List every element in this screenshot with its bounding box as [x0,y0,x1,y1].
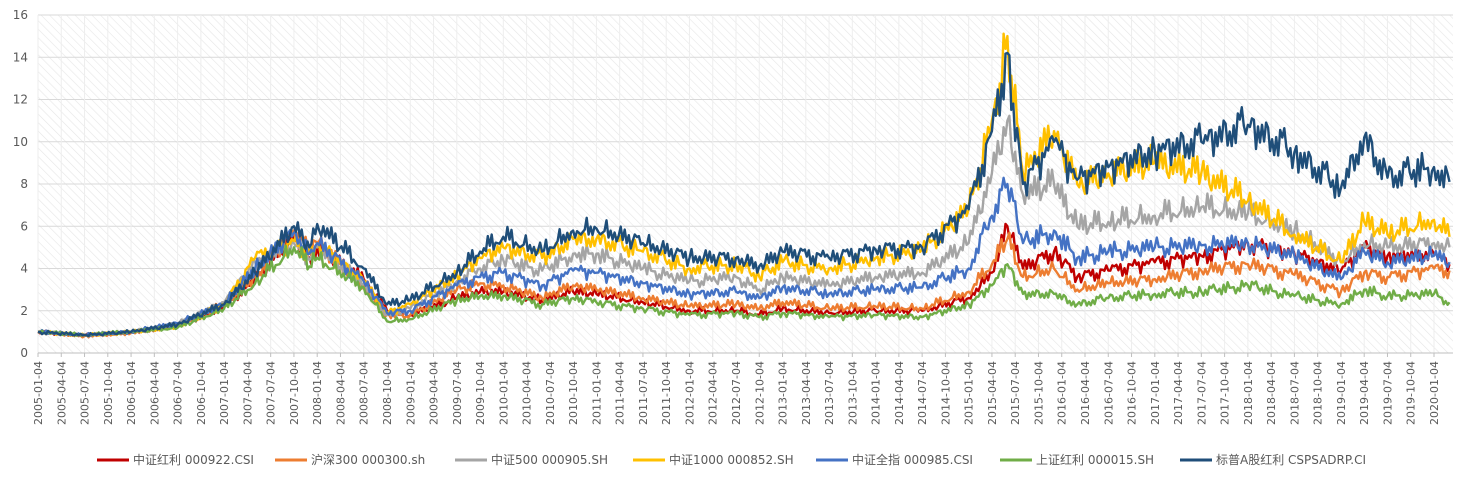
x-tick-label: 2019-07-04 [1381,361,1394,425]
y-tick-label: 6 [20,219,28,233]
y-tick-label: 12 [13,93,28,107]
legend-label: 标普A股红利 CSPSADRP.CI [1216,452,1366,467]
x-tick-label: 2009-10-04 [474,361,487,425]
x-tick-label: 2018-07-04 [1288,361,1301,425]
x-tick-label: 2017-07-04 [1195,361,1208,425]
x-tick-label: 2017-04-04 [1172,361,1185,425]
x-tick-label: 2018-01-04 [1242,361,1255,425]
legend: 中证红利 000922.CSI 沪深300 000300.sh 中证500 0009… [97,452,1366,467]
x-tick-label: 2014-01-04 [870,361,883,425]
x-tick-label: 2011-07-04 [637,361,650,425]
x-tick-label: 2009-07-04 [451,361,464,425]
x-tick-label: 2008-07-04 [358,361,371,425]
x-tick-label: 2005-10-04 [102,361,115,425]
legend-label: 沪深300 000300.sh [311,453,425,467]
x-tick-label: 2016-07-04 [1102,361,1115,425]
x-tick-label: 2013-10-04 [846,361,859,425]
x-tick-label: 2008-10-04 [381,361,394,425]
x-tick-label: 2007-10-04 [288,361,301,425]
x-tick-label: 2018-10-04 [1312,361,1325,425]
legend-label: 中证红利 000922.CSI [133,452,254,467]
x-tick-label: 2006-10-04 [195,361,208,425]
x-tick-label: 2017-01-04 [1149,361,1162,425]
x-tick-label: 2019-10-04 [1405,361,1418,425]
x-tick-label: 2010-01-04 [497,361,510,425]
x-tick-label: 2005-04-04 [55,361,68,425]
x-tick-label: 2016-10-04 [1126,361,1139,425]
x-tick-label: 2018-04-04 [1265,361,1278,425]
x-tick-label: 2013-07-04 [823,361,836,425]
legend-label: 上证红利 000015.SH [1036,452,1154,467]
y-tick-label: 0 [20,346,28,360]
x-tick-label: 2009-01-04 [404,361,417,425]
y-tick-label: 10 [13,135,28,149]
x-tick-label: 2011-04-04 [614,361,627,425]
series-line [37,114,1451,338]
x-tick-label: 2012-07-04 [730,361,743,425]
x-tick-label: 2015-07-04 [1009,361,1022,425]
y-axis: 0 2 4 6 8 10 12 14 16 [13,8,28,360]
x-tick-label: 2007-07-04 [265,361,278,425]
y-tick-label: 8 [20,177,28,191]
x-tick-label: 2007-01-04 [218,361,231,425]
x-tick-label: 2016-04-04 [1079,361,1092,425]
x-tick-label: 2011-01-04 [590,361,603,425]
x-tick-label: 2009-04-04 [428,361,441,425]
x-tick-label: 2011-10-04 [660,361,673,425]
legend-label: 中证1000 000852.SH [669,452,794,467]
series-line [38,51,1451,338]
x-tick-label: 2017-10-04 [1219,361,1232,425]
x-tick-label: 2006-01-04 [125,361,138,425]
y-tick-label: 2 [20,304,28,318]
x-tick-label: 2019-04-04 [1358,361,1371,425]
x-tick-label: 2016-01-04 [1056,361,1069,425]
x-tick-label: 2014-07-04 [916,361,929,425]
x-tick-label: 2007-04-04 [241,361,254,425]
x-tick-label: 2015-04-04 [986,361,999,425]
x-tick-label: 2014-10-04 [939,361,952,425]
x-tick-label: 2008-04-04 [334,361,347,425]
x-axis: 2005-01-04 2005-04-04 2005-07-04 2005-10-04… [32,352,1453,425]
x-tick-label: 2010-07-04 [544,361,557,425]
series-line [37,176,1451,337]
x-tick-label: 2012-10-04 [753,361,766,425]
x-tick-label: 2006-04-04 [148,361,161,425]
y-tick-label: 14 [13,50,28,64]
x-tick-label: 2010-04-04 [521,361,534,425]
series-lines [37,32,1451,339]
x-tick-label: 2014-04-04 [893,361,906,425]
x-tick-label: 2010-10-04 [567,361,580,425]
y-tick-label: 16 [13,8,28,22]
x-tick-label: 2020-01-04 [1428,361,1441,425]
x-tick-label: 2005-07-04 [79,361,92,425]
x-tick-label: 2015-01-04 [963,361,976,425]
x-tick-label: 2019-01-04 [1335,361,1348,425]
x-tick-label: 2015-10-04 [1032,361,1045,425]
x-tick-label: 2008-01-04 [311,361,324,425]
series-line [37,244,1451,338]
x-tick-label: 2012-01-04 [683,361,696,425]
x-tick-label: 2005-01-04 [32,361,45,425]
x-tick-label: 2013-01-04 [777,361,790,425]
legend-label: 中证500 000905.SH [491,452,608,467]
x-tick-label: 2006-07-04 [172,361,185,425]
y-tick-label: 4 [20,262,28,276]
x-tick-label: 2012-04-04 [707,361,720,425]
legend-label: 中证全指 000985.CSI [852,452,973,467]
x-tick-label: 2013-04-04 [800,361,813,425]
